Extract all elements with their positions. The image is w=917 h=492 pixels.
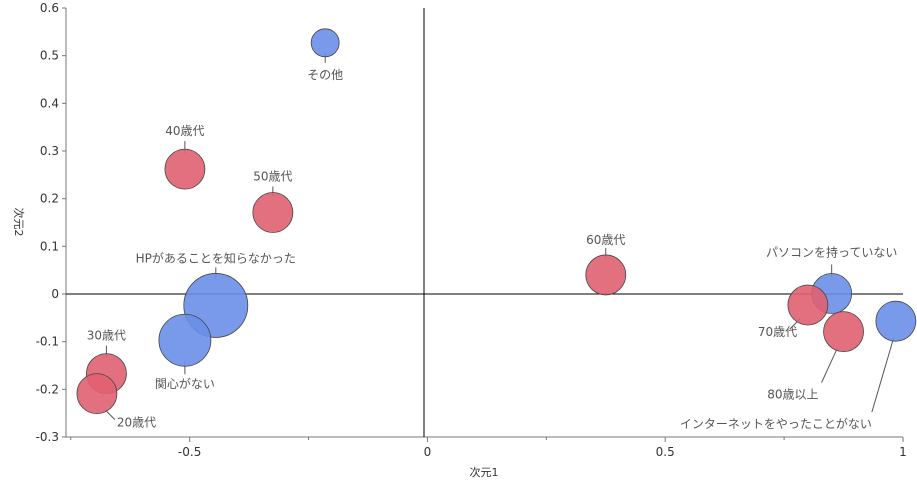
bubbles bbox=[76, 28, 917, 415]
point-label: 50歳代 bbox=[253, 169, 292, 183]
x-tick-label: 1 bbox=[899, 445, 907, 459]
y-tick-label: -0.3 bbox=[36, 430, 59, 444]
y-tick-label: 0.5 bbox=[40, 49, 59, 63]
point-label: 60歳代 bbox=[586, 233, 625, 247]
y-axis-title: 次元2 bbox=[12, 208, 26, 237]
y-tick-label: -0.2 bbox=[36, 382, 59, 396]
label-leader bbox=[821, 347, 839, 383]
point-label: 70歳代 bbox=[758, 325, 797, 339]
y-tick-label: 0.6 bbox=[40, 1, 59, 15]
y-tick-label: 0.4 bbox=[40, 96, 59, 110]
label-leader bbox=[871, 337, 895, 413]
point-label: 40歳代 bbox=[165, 124, 204, 138]
point-label: 20歳代 bbox=[117, 416, 156, 430]
bubble-7 bbox=[585, 254, 627, 296]
ticks: -0.3 -0.2 -0.1 0 0.1 0.2 0.3 0.4 0.5 0.6 -0.5 0 0.5 1 bbox=[36, 1, 907, 459]
x-tick-label: 0 bbox=[424, 445, 432, 459]
y-tick-label: 0.1 bbox=[40, 239, 59, 253]
point-label: インターネットをやったことがない bbox=[680, 416, 872, 431]
y-tick-label: 0.2 bbox=[40, 192, 59, 206]
point-label: HPがあることを知らなかった bbox=[136, 250, 296, 265]
x-tick-label: -0.5 bbox=[178, 445, 201, 459]
x-tick-label: 0.5 bbox=[656, 445, 675, 459]
x-axis-title: 次元1 bbox=[470, 465, 499, 479]
bubble-2 bbox=[252, 192, 294, 233]
axes bbox=[65, 8, 903, 438]
bubble-6 bbox=[76, 373, 118, 415]
y-tick-label: 0.3 bbox=[40, 144, 59, 158]
point-label: 80歳以上 bbox=[767, 388, 818, 402]
bubble-0 bbox=[310, 28, 340, 58]
bubble-4 bbox=[158, 313, 212, 367]
bubble-1 bbox=[164, 148, 206, 190]
y-tick-label: -0.1 bbox=[36, 335, 59, 349]
label-leaders bbox=[104, 52, 895, 420]
point-label: 30歳代 bbox=[87, 329, 126, 343]
bubble-11 bbox=[875, 300, 917, 342]
bubble-9 bbox=[787, 284, 829, 326]
point-label: 関心がない bbox=[155, 376, 215, 391]
point-label: パソコンを持っていない bbox=[766, 245, 897, 260]
bubble-10 bbox=[823, 311, 864, 353]
point-label: その他 bbox=[307, 68, 343, 82]
y-tick-label: 0 bbox=[51, 287, 59, 301]
